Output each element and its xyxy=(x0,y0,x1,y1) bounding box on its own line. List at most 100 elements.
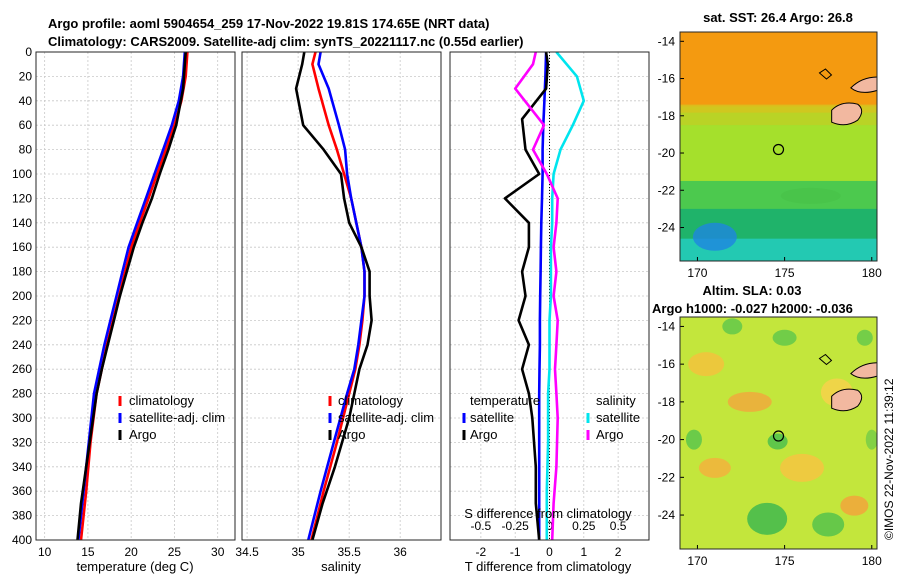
map-lat-label: -16 xyxy=(658,72,676,86)
legend-s-argo-label: Argo xyxy=(596,427,623,442)
depth-tick-label: 300 xyxy=(12,411,32,425)
land-viti-levu xyxy=(831,388,863,412)
legend-temperature-heading: temperature xyxy=(470,393,540,408)
salinity-xtick-label: 34.5 xyxy=(235,545,259,559)
sla-anomaly-blob xyxy=(780,453,825,482)
salinity-series-group xyxy=(294,52,373,540)
salinity-xtick-label: 35.5 xyxy=(337,545,361,559)
legend-satellite-label: satellite-adj. clim xyxy=(129,410,225,425)
map-sla-frame xyxy=(679,316,878,550)
map-lat-label: -20 xyxy=(658,433,676,447)
argo-float-marker xyxy=(772,143,785,156)
sla-map-title-line1: Altim. SLA: 0.03 xyxy=(703,283,802,298)
salinity-legend: climatology satellite-adj. clim Argo xyxy=(328,393,434,442)
temperature-xtick-label: 20 xyxy=(124,545,138,559)
figure-title-line1: Argo profile: aoml 5904654_259 17-Nov-20… xyxy=(48,16,490,31)
map-lon-label: 175 xyxy=(775,266,795,280)
map-lat-label: -14 xyxy=(658,319,676,333)
difference-legend: temperature satellite Argo salinity sate… xyxy=(462,393,640,442)
salinity-xtick-label: 35 xyxy=(291,545,305,559)
land-vanua-levu xyxy=(850,362,877,379)
salinity-diff-tick-label: -0.5 xyxy=(471,519,492,533)
sst-band xyxy=(680,32,877,108)
depth-tick-label: 280 xyxy=(12,387,32,401)
land-vanua-levu xyxy=(850,76,877,93)
difference-xtick-label: 2 xyxy=(615,545,622,559)
sla-anomaly-blob xyxy=(747,502,788,535)
map-lon-label: 180 xyxy=(862,554,882,568)
salinity-diff-tick-label: -0.25 xyxy=(502,519,530,533)
difference-xtick-label: 0 xyxy=(546,545,553,559)
sst-cool-patch xyxy=(692,222,737,251)
salinity-series-argo xyxy=(294,52,373,540)
depth-tick-label: 180 xyxy=(12,265,32,279)
land-viti-levu xyxy=(831,102,863,126)
sst-map-title: sat. SST: 26.4 Argo: 26.8 xyxy=(703,10,853,25)
depth-tick-label: 140 xyxy=(12,216,32,230)
sla-anomaly-blob xyxy=(812,512,845,537)
salinity-xtick-label: 36 xyxy=(393,545,407,559)
sla-map-title-line2: Argo h1000: -0.027 h2000: -0.036 xyxy=(652,301,853,316)
difference-axes-frame xyxy=(449,51,650,541)
depth-tick-label: 200 xyxy=(12,289,32,303)
map-lon-label: 180 xyxy=(862,266,882,280)
coast-outline xyxy=(818,353,833,366)
salinity-xlabel: salinity xyxy=(321,559,361,574)
sst-map: sat. SST: 26.4 Argo: 26.8 -14 -16 -18 -20 -2… xyxy=(658,10,882,280)
temperature-xtick-label: 10 xyxy=(38,545,52,559)
depth-tick-label: 120 xyxy=(12,191,32,205)
legend-s-satellite-label: satellite xyxy=(596,410,640,425)
depth-tick-label: 340 xyxy=(12,460,32,474)
map-lat-label: -20 xyxy=(658,146,676,160)
sla-anomaly-blob xyxy=(856,329,873,346)
difference-xtick-label: -1 xyxy=(510,545,521,559)
sla-map: Altim. SLA: 0.03 Argo h1000: -0.027 h200… xyxy=(652,283,882,568)
difference-top-label: S difference from climatology xyxy=(464,506,632,521)
coast-outline xyxy=(818,68,833,80)
depth-tick-label: 400 xyxy=(12,533,32,547)
legend-satellite-label: satellite-adj. clim xyxy=(338,410,434,425)
legend-salinity-heading: salinity xyxy=(596,393,636,408)
legend-climatology-label: climatology xyxy=(338,393,404,408)
legend-argo-label: Argo xyxy=(338,427,365,442)
map-lat-label: -18 xyxy=(658,395,676,409)
depth-tick-label: 40 xyxy=(19,94,33,108)
salinity-axes-frame xyxy=(241,51,442,541)
map-sla-field xyxy=(680,317,877,549)
argo-float-marker xyxy=(772,430,785,442)
map-lat-label: -16 xyxy=(658,357,676,371)
sst-band xyxy=(680,125,877,182)
sla-anomaly-blob xyxy=(698,457,731,478)
temperature-panel: 0 20 40 60 80 100 120 140 160 180 200 220 240 260 280 3… xyxy=(12,45,236,559)
legend-climatology-label: climatology xyxy=(129,393,195,408)
imos-timestamp: ©IMOS 22-Nov-2022 11:39:12 xyxy=(882,378,896,540)
map-lon-label: 170 xyxy=(687,266,707,280)
temperature-xlabel: temperature (deg C) xyxy=(76,559,193,574)
map-lat-label: -24 xyxy=(658,508,676,522)
sst-transition xyxy=(680,104,877,113)
sst-green-patch xyxy=(780,187,841,204)
legend-t-satellite-label: satellite xyxy=(470,410,514,425)
depth-tick-label: 260 xyxy=(12,362,32,376)
salinity-diff-tick-label: 0.5 xyxy=(610,519,627,533)
map-lat-label: -18 xyxy=(658,109,676,123)
sla-anomaly-blob xyxy=(772,329,797,346)
legend-argo-label: Argo xyxy=(129,427,156,442)
depth-tick-label: 100 xyxy=(12,167,32,181)
map-lon-label: 170 xyxy=(687,554,707,568)
temperature-axes-frame xyxy=(35,51,236,541)
sla-anomaly-blob xyxy=(727,391,772,412)
depth-tick-label: 240 xyxy=(12,338,32,352)
sla-anomaly-blob xyxy=(685,429,702,450)
sla-anomaly-blob xyxy=(840,495,869,516)
difference-xtick-label: 1 xyxy=(580,545,587,559)
map-lat-label: -24 xyxy=(658,220,676,234)
temperature-series-satellite-adj-clim xyxy=(77,52,187,540)
depth-tick-label: 20 xyxy=(19,69,33,83)
depth-tick-label: 320 xyxy=(12,435,32,449)
temperature-xtick-label: 30 xyxy=(211,545,225,559)
salinity-diff-tick-label: 0 xyxy=(546,519,553,533)
difference-series-temperature-argo xyxy=(503,52,550,540)
map-lon-label: 175 xyxy=(775,554,795,568)
depth-tick-label: 60 xyxy=(19,118,33,132)
